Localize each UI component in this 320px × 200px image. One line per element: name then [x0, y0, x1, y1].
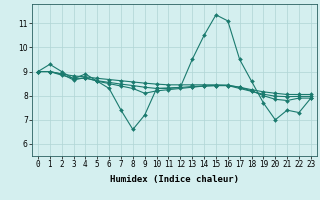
X-axis label: Humidex (Indice chaleur): Humidex (Indice chaleur) — [110, 175, 239, 184]
